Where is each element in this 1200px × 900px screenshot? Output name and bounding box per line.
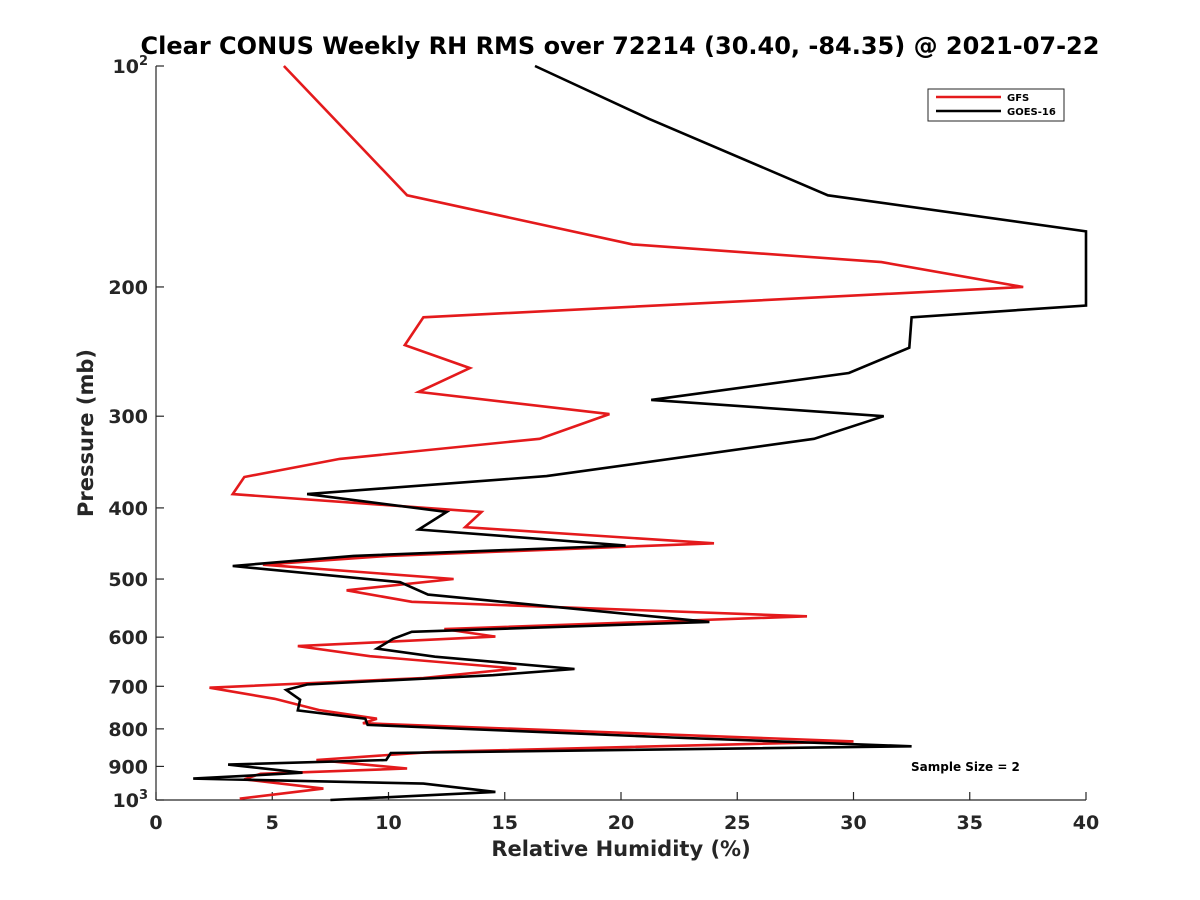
x-tick-label-30: 30 bbox=[840, 812, 866, 834]
x-tick-label-10: 10 bbox=[375, 812, 401, 834]
y-tick-label-200: 200 bbox=[108, 277, 148, 299]
x-tick-label-20: 20 bbox=[608, 812, 634, 834]
y-tick-label-700: 700 bbox=[108, 676, 148, 698]
y-axis-label: Pressure (mb) bbox=[74, 349, 98, 517]
x-tick-label-0: 0 bbox=[149, 812, 162, 834]
x-tick-label-25: 25 bbox=[724, 812, 750, 834]
y-tick-label-800: 800 bbox=[108, 719, 148, 741]
series-layer bbox=[193, 64, 1088, 802]
x-tick-label-35: 35 bbox=[957, 812, 983, 834]
y-tick-label-300: 300 bbox=[108, 406, 148, 428]
legend: GFS GOES-16 bbox=[927, 88, 1065, 122]
y-tick-label-900: 900 bbox=[108, 756, 148, 778]
y-tick-label-1000: 103 bbox=[113, 788, 149, 812]
y-tick-label-500: 500 bbox=[108, 569, 148, 591]
series-line-goes16 bbox=[193, 64, 1088, 802]
legend-entry-goes16: GOES-16 bbox=[1007, 107, 1056, 118]
x-axis-label: Relative Humidity (%) bbox=[491, 837, 750, 861]
y-tick-label-100: 102 bbox=[113, 54, 149, 78]
x-ticks: 0 5 10 15 20 25 30 35 40 bbox=[149, 792, 1099, 834]
legend-box bbox=[927, 88, 1065, 122]
x-tick-label-15: 15 bbox=[492, 812, 518, 834]
y-tick-label-600: 600 bbox=[108, 627, 148, 649]
y-ticks: 102 200 300 400 500 600 700 800 900 103 bbox=[108, 54, 164, 812]
y-tick-label-400: 400 bbox=[108, 498, 148, 520]
series-line-gfs bbox=[209, 65, 1024, 800]
x-tick-label-5: 5 bbox=[266, 812, 279, 834]
x-tick-label-40: 40 bbox=[1073, 812, 1099, 834]
chart-title: Clear CONUS Weekly RH RMS over 72214 (30… bbox=[141, 32, 1100, 60]
legend-entry-gfs: GFS bbox=[1007, 93, 1029, 104]
sample-size-annotation: Sample Size = 2 bbox=[911, 760, 1020, 774]
